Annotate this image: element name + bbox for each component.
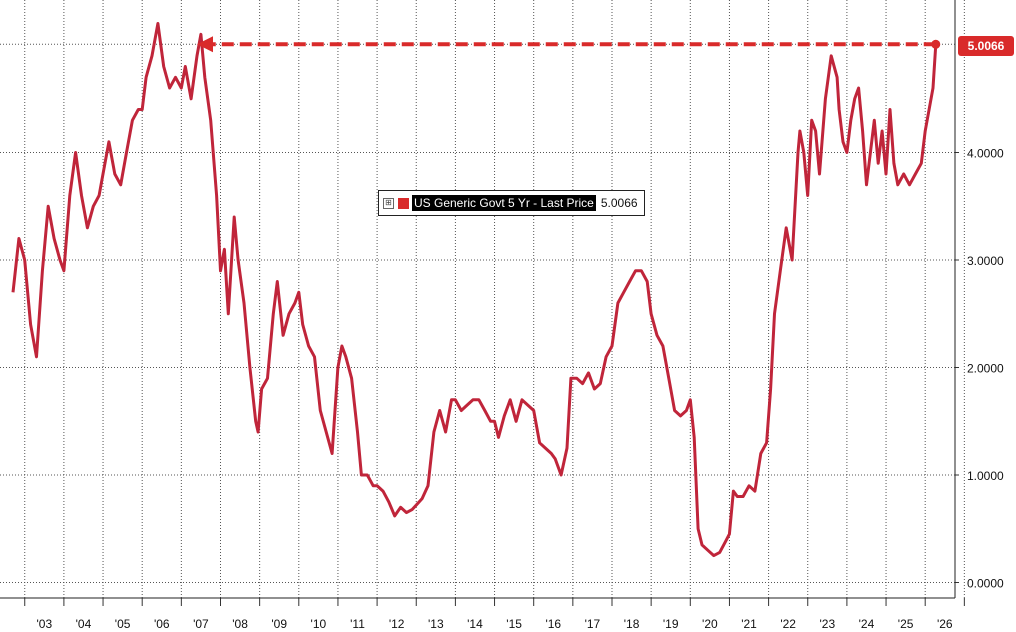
x-tick-label: '14 [467,617,483,631]
legend-box: ⊞ US Generic Govt 5 Yr - Last Price 5.00… [378,190,645,216]
x-tick-label: '19 [663,617,679,631]
last-value-badge: 5.0066 [958,36,1014,56]
expand-icon[interactable]: ⊞ [383,197,394,209]
y-tick-label: 1.0000 [967,469,1004,483]
x-tick-label: '17 [585,617,601,631]
x-tick-label: '23 [819,617,835,631]
x-tick-label: '16 [545,617,561,631]
annotation-layer [197,36,936,53]
legend-series-value: 5.0066 [600,196,638,210]
y-tick-label: 2.0000 [967,362,1004,376]
y-tick-label: 0.0000 [967,577,1004,591]
legend-series-label: US Generic Govt 5 Yr - Last Price [412,195,596,211]
x-tick-label: '25 [898,617,914,631]
chart-gridlines [0,0,965,598]
annotation-arrowhead [197,36,214,53]
x-tick-label: '09 [271,617,287,631]
x-tick-label: '15 [506,617,522,631]
x-tick-label: '26 [937,617,953,631]
x-tick-label: '24 [859,617,875,631]
x-tick-label: '03 [36,617,52,631]
x-tick-label: '10 [311,617,327,631]
legend-swatch [398,197,409,209]
x-tick-label: '06 [154,617,170,631]
x-tick-label: '18 [624,617,640,631]
series-line-us-5yr [11,22,938,558]
x-tick-label: '05 [115,617,131,631]
series-layer [11,22,941,558]
y-tick-label: 4.0000 [967,147,1004,161]
x-tick-label: '20 [702,617,718,631]
x-axis: '03 '04 '05 '06 '07 '08 '09 '10 '11 '12 '13 '14 '15 '… [0,597,965,631]
x-tick-label: '12 [389,617,405,631]
y-axis: 0.0000 1.0000 2.0000 3.0000 4.0000 [954,0,1004,598]
x-tick-label: '08 [232,617,248,631]
x-tick-label: '07 [193,617,209,631]
x-tick-label: '04 [76,617,92,631]
x-tick-label: '22 [780,617,796,631]
x-tick-label: '11 [350,617,365,631]
x-tick-label: '13 [428,617,444,631]
y-tick-label: 3.0000 [967,254,1004,268]
x-tick-label: '21 [741,617,757,631]
